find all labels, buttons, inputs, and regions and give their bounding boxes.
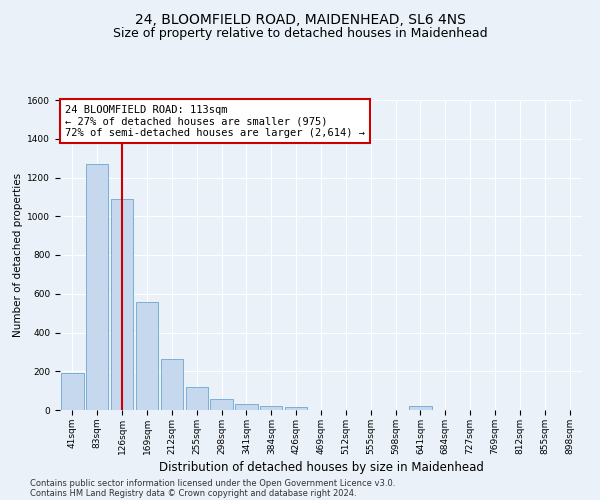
- Bar: [185, 387, 208, 410]
- Bar: [211, 400, 233, 410]
- Y-axis label: Number of detached properties: Number of detached properties: [13, 173, 23, 337]
- Bar: [260, 406, 283, 410]
- Text: Contains HM Land Registry data © Crown copyright and database right 2024.: Contains HM Land Registry data © Crown c…: [30, 488, 356, 498]
- Text: 24 BLOOMFIELD ROAD: 113sqm
← 27% of detached houses are smaller (975)
72% of sem: 24 BLOOMFIELD ROAD: 113sqm ← 27% of deta…: [65, 104, 365, 138]
- Bar: [285, 407, 307, 410]
- Text: Size of property relative to detached houses in Maidenhead: Size of property relative to detached ho…: [113, 28, 487, 40]
- Bar: [86, 164, 109, 410]
- Bar: [235, 404, 257, 410]
- Bar: [136, 302, 158, 410]
- X-axis label: Distribution of detached houses by size in Maidenhead: Distribution of detached houses by size …: [158, 461, 484, 474]
- Bar: [61, 373, 83, 410]
- Text: Contains public sector information licensed under the Open Government Licence v3: Contains public sector information licen…: [30, 478, 395, 488]
- Text: 24, BLOOMFIELD ROAD, MAIDENHEAD, SL6 4NS: 24, BLOOMFIELD ROAD, MAIDENHEAD, SL6 4NS: [134, 12, 466, 26]
- Bar: [409, 406, 431, 410]
- Bar: [111, 199, 133, 410]
- Bar: [161, 358, 183, 410]
